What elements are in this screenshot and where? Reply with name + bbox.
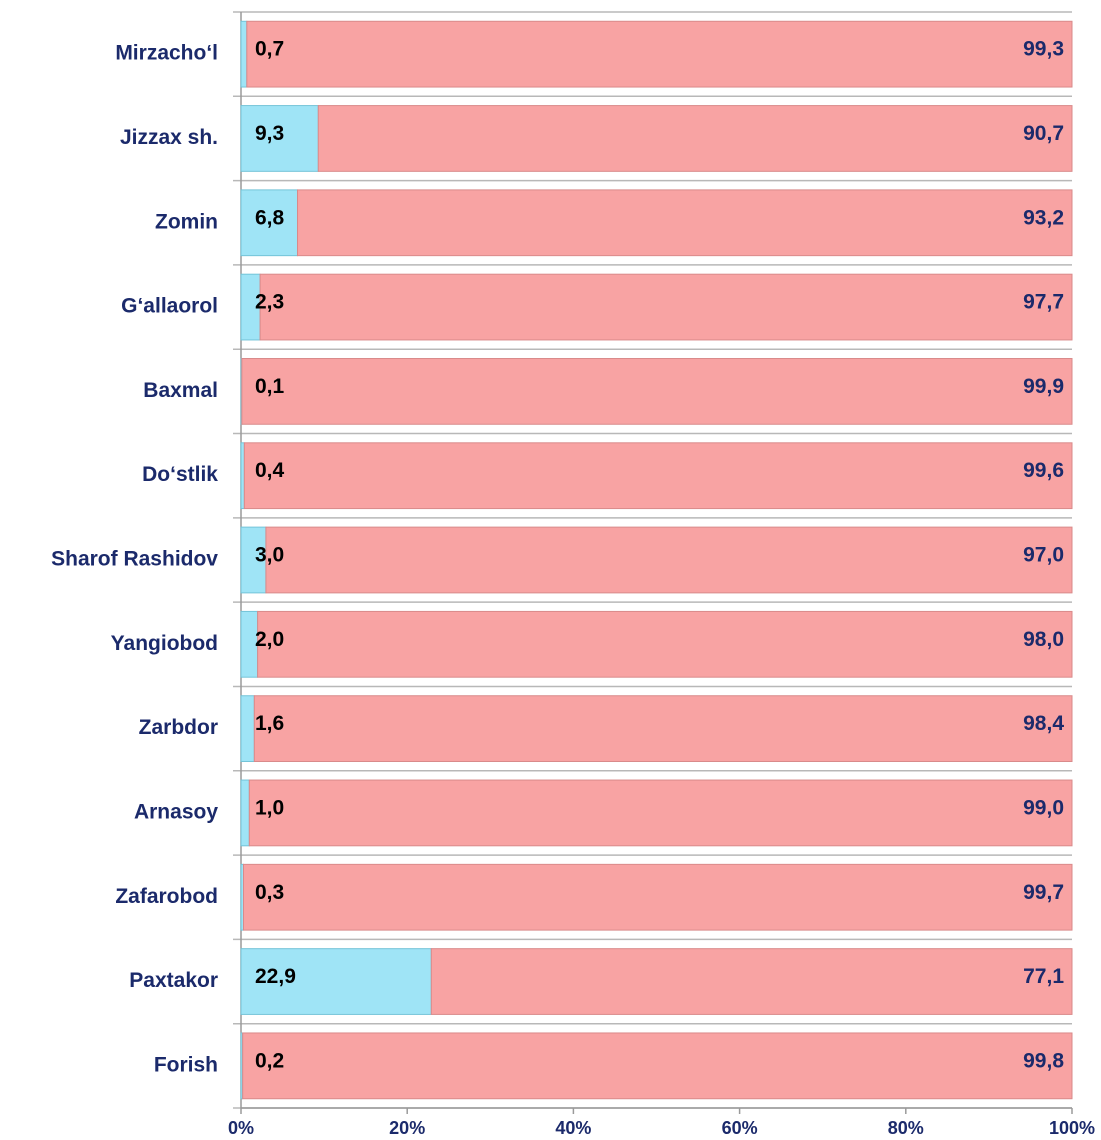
category-label: G‘allaorol <box>121 295 218 318</box>
data-label: 77,1 <box>1023 965 1064 988</box>
bar-segment <box>430 948 1073 1015</box>
category-label: Do‘stlik <box>142 463 218 486</box>
data-label: 93,2 <box>1023 206 1064 229</box>
bar-segment <box>265 526 1073 594</box>
bar-segment <box>240 948 432 1015</box>
data-label: 0,1 <box>255 375 285 398</box>
x-tick-label: 60% <box>722 1118 758 1138</box>
bar-segment <box>240 526 267 594</box>
bar-segment <box>240 105 319 172</box>
data-label: 2,0 <box>255 628 284 651</box>
bar-segment <box>242 863 1073 931</box>
category-label: Forish <box>154 1053 218 1076</box>
bar-segment <box>242 1032 1073 1100</box>
bar-segment <box>240 20 248 88</box>
data-label: 1,0 <box>255 796 284 819</box>
category-label: Jizzax sh. <box>120 126 218 149</box>
data-label: 0,2 <box>255 1049 284 1072</box>
data-label: 6,8 <box>255 206 285 229</box>
bar-segment <box>243 442 1073 510</box>
bar-segment <box>259 273 1073 341</box>
x-tick-label: 100% <box>1049 1118 1095 1138</box>
data-label: 9,3 <box>255 122 284 145</box>
data-label: 90,7 <box>1023 122 1064 145</box>
data-label: 99,3 <box>1023 38 1064 61</box>
category-label: Yangiobod <box>111 632 218 655</box>
data-label: 99,6 <box>1023 459 1064 482</box>
bar-segment <box>240 779 250 847</box>
bar-segment <box>297 189 1073 257</box>
category-label: Baxmal <box>143 379 218 402</box>
category-label: Zomin <box>155 210 218 233</box>
data-label: 1,6 <box>255 712 284 735</box>
category-label: Zarbdor <box>139 716 218 739</box>
x-tick-label: 0% <box>228 1118 254 1138</box>
data-label: 99,0 <box>1023 796 1064 819</box>
bar-segment <box>317 105 1073 172</box>
bar-segment <box>253 695 1073 762</box>
data-label: 0,7 <box>255 38 284 61</box>
x-tick-label: 20% <box>389 1118 425 1138</box>
data-label: 98,0 <box>1023 628 1064 651</box>
data-label: 0,4 <box>255 459 285 482</box>
category-label: Paxtakor <box>129 969 218 992</box>
x-tick-label: 80% <box>888 1118 924 1138</box>
data-label: 99,9 <box>1023 375 1064 398</box>
category-label: Zafarobod <box>115 885 218 908</box>
data-label: 99,8 <box>1023 1049 1064 1072</box>
bar-segment <box>248 779 1073 847</box>
x-tick-label: 40% <box>555 1118 591 1138</box>
data-label: 22,9 <box>255 965 296 988</box>
bar-segment <box>246 20 1073 88</box>
data-label: 97,0 <box>1023 544 1064 567</box>
data-label: 98,4 <box>1023 712 1064 735</box>
bar-segment <box>257 610 1073 678</box>
category-label: Sharof Rashidov <box>51 548 218 571</box>
bar-segment <box>240 189 299 257</box>
data-label: 97,7 <box>1023 291 1064 314</box>
data-label: 2,3 <box>255 291 284 314</box>
data-label: 0,3 <box>255 881 284 904</box>
category-label: Arnasoy <box>134 800 218 823</box>
bar-segment <box>240 695 255 762</box>
bar-segment <box>241 358 1073 425</box>
data-label: 99,7 <box>1023 881 1064 904</box>
data-label: 3,0 <box>255 544 284 567</box>
category-label: Mirzacho‘l <box>115 42 218 65</box>
